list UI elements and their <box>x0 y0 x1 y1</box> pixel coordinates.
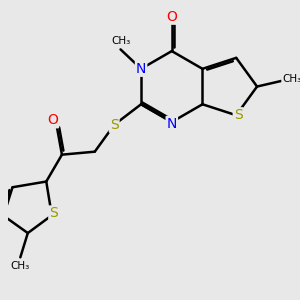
Text: N: N <box>167 117 177 131</box>
Text: S: S <box>110 118 118 132</box>
Text: CH₃: CH₃ <box>10 260 29 271</box>
Text: O: O <box>47 113 58 127</box>
Text: N: N <box>136 62 146 76</box>
Text: S: S <box>234 108 242 122</box>
Text: S: S <box>49 206 58 220</box>
Text: CH₃: CH₃ <box>111 36 130 46</box>
Text: O: O <box>166 10 177 24</box>
Text: CH₃: CH₃ <box>282 74 300 84</box>
